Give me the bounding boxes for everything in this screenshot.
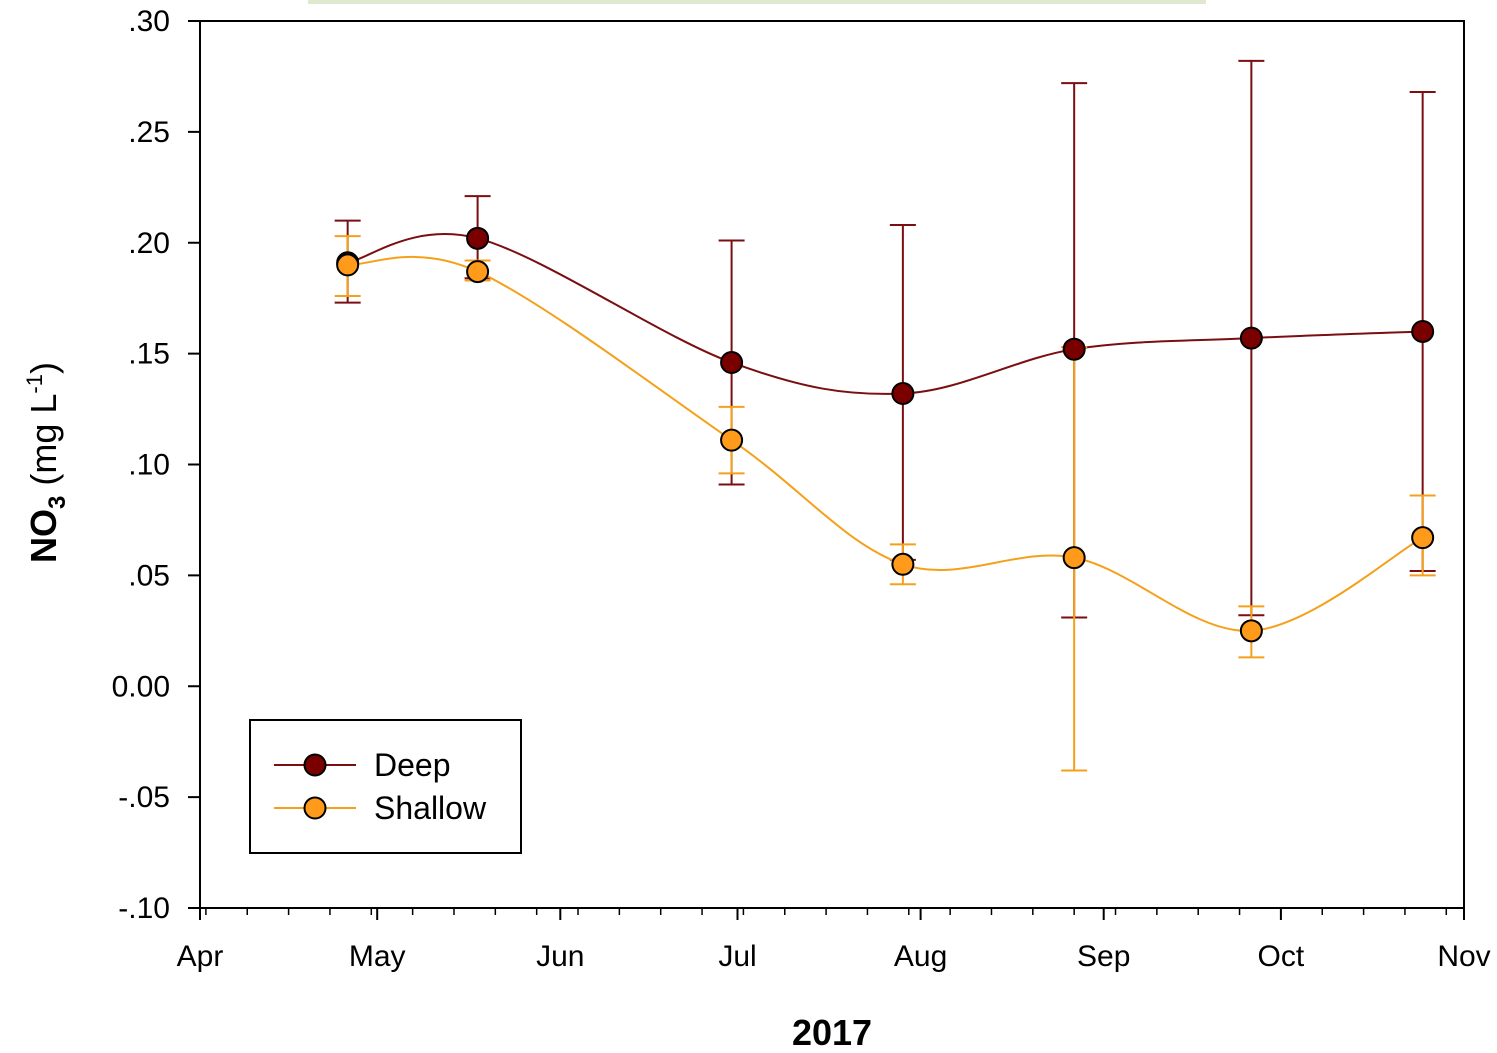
y-tick-label: -.10	[118, 892, 170, 925]
x-tick-label: Aug	[894, 940, 947, 973]
series-deep-point	[891, 382, 915, 406]
y-tick-label: .30	[128, 5, 170, 38]
y-tick-label: .10	[128, 449, 170, 482]
y-axis: .30 .25 .20 .15 .10 .05 0.00 -.05 -.10	[112, 5, 200, 925]
x-tick-label: May	[349, 940, 406, 973]
series-shallow-line	[347, 255, 1424, 632]
series-deep-point	[1411, 319, 1435, 343]
x-tick-label: Nov	[1437, 940, 1490, 973]
y-axis-title-subscript: 3	[44, 496, 71, 509]
legend-deep-marker	[303, 753, 327, 777]
series-shallow-point	[466, 260, 490, 284]
x-axis: Apr May Jun Jul Aug Sep Oct Nov	[177, 908, 1491, 973]
series-shallow-markers	[336, 253, 1435, 643]
series-shallow-point	[1239, 619, 1263, 643]
series-deep-point	[720, 350, 744, 374]
series-layer	[334, 59, 1436, 772]
legend-shallow-label: Shallow	[374, 790, 487, 826]
series-shallow-point	[891, 552, 915, 576]
series-deep-point	[466, 226, 490, 250]
legend: Deep Shallow	[249, 719, 522, 854]
series-deep-point	[1239, 326, 1263, 350]
y-axis-title: NO3 (mg L-1)	[22, 362, 71, 563]
y-axis-title-prefix: NO	[23, 509, 64, 563]
legend-entry-shallow: Shallow	[274, 790, 487, 826]
x-tick-label: Sep	[1077, 940, 1130, 973]
series-deep	[334, 59, 1436, 619]
series-deep-point	[1062, 337, 1086, 361]
series-deep-line	[347, 233, 1423, 395]
y-axis-title-unit: (mg L	[23, 394, 64, 496]
series-deep-markers	[336, 226, 1435, 406]
series-shallow-point	[1062, 546, 1086, 570]
x-tick-label: Apr	[177, 940, 224, 973]
y-tick-label: -.05	[118, 781, 170, 814]
legend-deep-label: Deep	[374, 747, 451, 783]
y-tick-label: .05	[128, 559, 170, 592]
top-decorative-band	[308, 0, 1206, 4]
x-tick-label: Jul	[718, 940, 756, 973]
legend-box	[249, 719, 522, 854]
y-axis-title-superscript: -1	[22, 374, 47, 394]
legend-entry-deep: Deep	[274, 747, 451, 783]
y-tick-label: 0.00	[112, 670, 170, 703]
series-shallow-point	[336, 253, 360, 277]
series-shallow-point	[720, 428, 744, 452]
x-tick-label: Oct	[1258, 940, 1305, 973]
x-tick-label: Jun	[536, 940, 584, 973]
y-tick-label: .15	[128, 338, 170, 371]
x-axis-title: 2017	[792, 1012, 872, 1053]
y-axis-title-unit-close: )	[23, 362, 64, 374]
y-tick-label: .20	[128, 227, 170, 260]
series-shallow-point	[1411, 526, 1435, 550]
legend-shallow-marker	[303, 796, 327, 820]
y-tick-label: .25	[128, 116, 170, 149]
series-shallow	[334, 235, 1436, 772]
